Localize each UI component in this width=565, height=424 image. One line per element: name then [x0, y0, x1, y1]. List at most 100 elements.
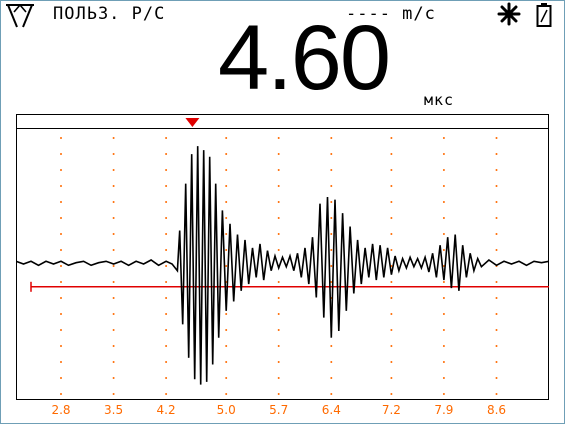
grid-dot	[165, 345, 168, 347]
grid-dot	[390, 153, 393, 155]
grid-dot	[112, 313, 115, 315]
x-tick-label: 4.2	[156, 403, 176, 417]
grid-dot	[165, 153, 168, 155]
grid-dot	[442, 217, 445, 219]
grid-dot	[165, 201, 168, 203]
grid-dot	[165, 377, 168, 379]
grid-dot	[165, 217, 168, 219]
grid-dot	[112, 265, 115, 267]
x-tick-label: 5.7	[269, 403, 289, 417]
grid-dot	[442, 233, 445, 235]
x-tick-label: 7.9	[434, 403, 454, 417]
grid-dot	[60, 313, 62, 315]
grid-dot	[495, 345, 498, 347]
grid-dot	[225, 265, 228, 267]
grid-dot	[390, 329, 393, 331]
grid-dot	[390, 313, 393, 315]
grid-dot	[60, 329, 62, 331]
grid-dot	[390, 217, 393, 219]
grid-dot	[277, 281, 280, 283]
sun-icon[interactable]	[497, 2, 521, 26]
grid-dot	[330, 249, 333, 251]
grid-dot	[442, 169, 445, 171]
grid-dot	[390, 377, 393, 379]
grid-dot	[495, 281, 498, 283]
grid-dot	[330, 265, 333, 267]
grid-dot	[60, 377, 62, 379]
grid-dot	[442, 297, 445, 299]
grid-dot	[225, 393, 228, 395]
grid-dot	[390, 345, 393, 347]
grid-dot	[112, 153, 115, 155]
grid-dot	[330, 137, 333, 139]
grid-dot	[60, 393, 62, 395]
velocity-label: ---- m/c	[346, 4, 436, 24]
grid-dot	[330, 201, 333, 203]
measurement-unit: мкс	[424, 91, 455, 109]
grid-dot	[495, 153, 498, 155]
grid-dot	[330, 281, 333, 283]
grid-dot	[112, 281, 115, 283]
time-marker[interactable]	[185, 118, 200, 127]
grid-dot	[495, 377, 498, 379]
grid-dot	[225, 233, 228, 235]
grid-dot	[390, 297, 393, 299]
grid-dot	[442, 345, 445, 347]
grid-dot	[442, 201, 445, 203]
grid-dot	[495, 297, 498, 299]
waveform-series	[16, 146, 549, 385]
grid-dot	[60, 185, 62, 187]
grid-dot	[277, 185, 280, 187]
grid-dot	[277, 249, 280, 251]
grid-dot	[165, 297, 168, 299]
grid-dot	[330, 393, 333, 395]
grid-dot	[165, 313, 168, 315]
waveform-display[interactable]	[16, 114, 549, 400]
grid-dot	[442, 281, 445, 283]
grid-dot	[165, 281, 168, 283]
grid-dot	[442, 377, 445, 379]
grid-dot	[60, 233, 62, 235]
grid-dot	[165, 169, 168, 171]
grid-dot	[112, 201, 115, 203]
grid-dot	[112, 329, 115, 331]
grid-dot	[390, 249, 393, 251]
grid-dot	[60, 345, 62, 347]
grid-dot	[442, 329, 445, 331]
grid-dot	[60, 265, 62, 267]
grid-dot	[225, 377, 228, 379]
x-tick-label: 6.4	[321, 403, 341, 417]
grid-dot	[112, 249, 115, 251]
grid-dot	[165, 185, 168, 187]
grid-dot	[165, 361, 168, 363]
grid-dot	[330, 233, 333, 235]
grid-dot	[112, 233, 115, 235]
grid-dot	[390, 185, 393, 187]
grid-dot	[165, 249, 168, 251]
grid-dot	[330, 345, 333, 347]
grid-dot	[277, 329, 280, 331]
grid-dot	[277, 297, 280, 299]
grid-dot	[225, 249, 228, 251]
grid-dot	[112, 137, 115, 139]
grid-dot	[495, 185, 498, 187]
grid-dot	[225, 185, 228, 187]
x-tick-label: 5.0	[216, 403, 236, 417]
grid-dot	[277, 137, 280, 139]
grid-dot	[442, 249, 445, 251]
grid-dot	[277, 313, 280, 315]
grid-dot	[225, 169, 228, 171]
grid-dot	[277, 201, 280, 203]
grid-dot	[390, 393, 393, 395]
grid-dot	[495, 361, 498, 363]
grid-dot	[442, 313, 445, 315]
grid-dot	[112, 169, 115, 171]
grid-dot	[225, 361, 228, 363]
grid-dot	[165, 329, 168, 331]
grid-dot	[60, 201, 62, 203]
grid-dot	[277, 169, 280, 171]
grid-dot	[225, 217, 228, 219]
grid-dot	[112, 297, 115, 299]
grid-dot	[330, 169, 333, 171]
grid-dot	[60, 169, 62, 171]
